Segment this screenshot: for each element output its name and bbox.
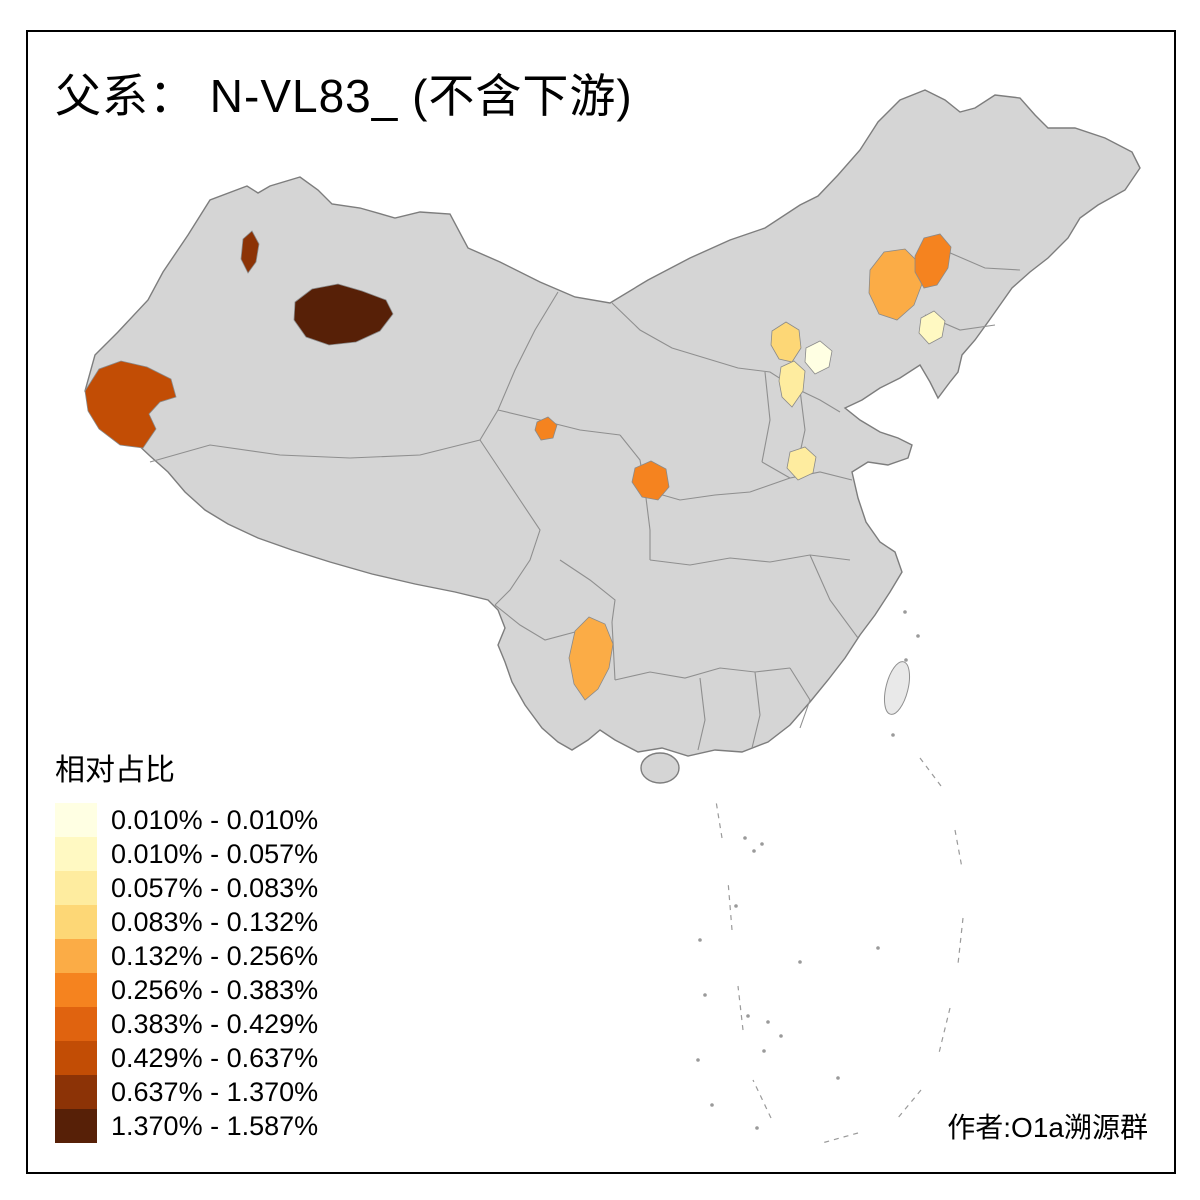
legend-label: 0.383% - 0.429% (111, 1009, 319, 1039)
legend: 相对占比 0.010% - 0.010% 0.010% - 0.057% 0.0… (55, 745, 318, 1143)
map-region-inner-mongolia-west (868, 248, 923, 321)
map-region-xinjiang-central (293, 283, 394, 346)
taiwan-island (883, 661, 911, 715)
legend-label: 0.429% - 0.637% (111, 1043, 319, 1073)
province-borders (149, 251, 1021, 751)
legend-swatch (55, 939, 97, 973)
author-credit: 作者:O1a溯源群 (947, 1112, 1148, 1143)
legend-item: 0.637% - 1.370% (55, 1075, 318, 1109)
legend-item: 0.256% - 0.383% (55, 973, 318, 1007)
map-region-hebei-central (778, 360, 806, 408)
map-region-hebei-north (770, 321, 802, 363)
map-region-inner-mongolia-east (914, 233, 952, 289)
legend-item: 0.132% - 0.256% (55, 939, 318, 973)
hainan-island (640, 752, 680, 784)
map-region-shaanxi-patch (631, 460, 670, 501)
map-region-xinjiang-north-sliver (240, 230, 260, 274)
map-region-shandong-patch (786, 446, 817, 481)
legend-label: 0.083% - 0.132% (111, 907, 319, 937)
legend-swatch (55, 803, 97, 837)
legend-item: 0.057% - 0.083% (55, 871, 318, 905)
legend-swatch (55, 871, 97, 905)
legend-label: 0.256% - 0.383% (111, 975, 319, 1005)
legend-label: 0.132% - 0.256% (111, 941, 319, 971)
map-region-qinghai-patch (534, 416, 558, 441)
legend-label: 0.010% - 0.010% (111, 805, 319, 835)
legend-title: 相对占比 (55, 754, 175, 787)
map-region-xinjiang-southwest (84, 360, 177, 449)
legend-label: 0.637% - 1.370% (111, 1077, 319, 1107)
legend-item: 0.010% - 0.010% (55, 803, 318, 837)
legend-swatch (55, 1109, 97, 1143)
legend-item: 0.010% - 0.057% (55, 837, 318, 871)
legend-item: 0.083% - 0.132% (55, 905, 318, 939)
legend-swatch (55, 973, 97, 1007)
legend-label: 0.010% - 0.057% (111, 839, 319, 869)
legend-item: 1.370% - 1.587% (55, 1109, 318, 1143)
legend-item: 0.429% - 0.637% (55, 1041, 318, 1075)
island-dots (696, 610, 920, 1130)
legend-label: 0.057% - 0.083% (111, 873, 319, 903)
mainland-outline (84, 89, 1141, 757)
legend-swatch (55, 1041, 97, 1075)
legend-swatch (55, 1007, 97, 1041)
map-region-liaoning-patch (918, 310, 946, 345)
legend-swatch (55, 905, 97, 939)
legend-swatch (55, 1075, 97, 1109)
sea-dash-line (715, 757, 964, 1144)
legend-swatch (55, 837, 97, 871)
map-region-beijing-area (804, 340, 833, 375)
map-title: 父系： N-VL83_ (不含下游) (55, 70, 633, 122)
map-region-yunnan-patch (568, 616, 614, 701)
map-regions (84, 230, 952, 701)
legend-item: 0.383% - 0.429% (55, 1007, 318, 1041)
legend-label: 1.370% - 1.587% (111, 1111, 319, 1141)
